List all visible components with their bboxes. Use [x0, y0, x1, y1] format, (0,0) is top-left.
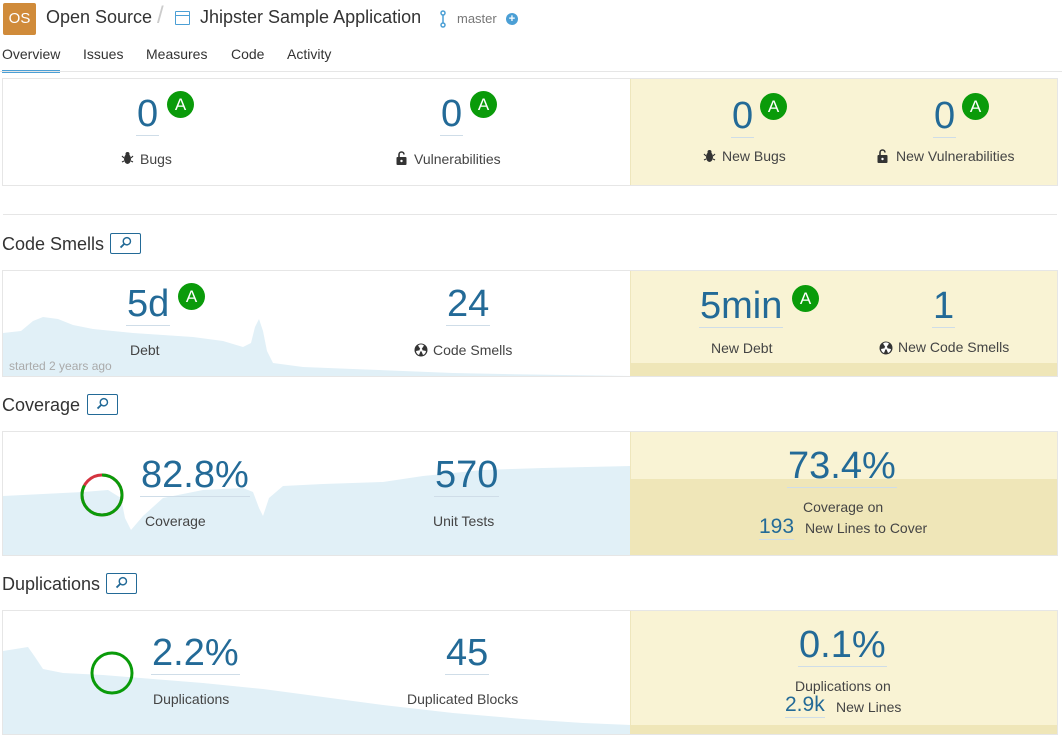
- bug-icon: [703, 150, 716, 162]
- coverage-panel: 82.8% Coverage 570 Unit Tests 73.4% Cove…: [2, 431, 1058, 556]
- new-coverage-label: Coverage on: [803, 499, 884, 515]
- branch-icon: [440, 10, 446, 28]
- search-icon[interactable]: [110, 233, 141, 254]
- tab-code[interactable]: Code: [231, 46, 265, 62]
- new-vulnerabilities-label: New Vulnerabilities: [896, 148, 1015, 164]
- lock-icon: [396, 151, 407, 165]
- org-name-link[interactable]: Open Source: [46, 7, 153, 27]
- coverage-title: Coverage: [2, 395, 81, 415]
- new-lines-to-cover-value[interactable]: 193: [759, 515, 795, 540]
- duplicated-blocks-value[interactable]: 45: [445, 632, 490, 675]
- new-vulnerabilities-value[interactable]: 0: [933, 95, 957, 138]
- vulnerabilities-rating-badge[interactable]: A: [470, 91, 497, 118]
- debt-value[interactable]: 5d: [126, 283, 171, 326]
- bugs-rating-badge[interactable]: A: [167, 91, 194, 118]
- new-duplications-label: Duplications on: [795, 678, 891, 694]
- new-bugs-label: New Bugs: [722, 148, 786, 164]
- leak-period-area: [630, 611, 1057, 734]
- vulnerabilities-label: Vulnerabilities: [414, 151, 501, 167]
- coverage-donut: [80, 473, 124, 517]
- tab-overview[interactable]: Overview: [2, 46, 61, 73]
- section-divider: [3, 214, 1057, 215]
- tab-issues[interactable]: Issues: [83, 46, 124, 62]
- leak-period-area: [630, 79, 1057, 185]
- project-name-link[interactable]: Jhipster Sample Application: [200, 7, 422, 27]
- vulnerabilities-value[interactable]: 0: [440, 93, 464, 136]
- tab-activity[interactable]: Activity: [287, 46, 332, 62]
- leak-history-strip: [630, 725, 1057, 734]
- breadcrumb-separator: /: [157, 2, 164, 29]
- radiation-icon: [414, 343, 428, 357]
- branch-name[interactable]: master: [457, 11, 497, 26]
- new-coverage-value[interactable]: 73.4%: [787, 445, 897, 488]
- new-debt-label: New Debt: [711, 340, 773, 356]
- debt-label: Debt: [130, 342, 160, 358]
- new-debt-value[interactable]: 5min: [699, 285, 784, 328]
- code-smells-panel: 5d A Debt 24 Code Smells 5min A New Debt…: [2, 270, 1058, 377]
- new-bugs-rating-badge[interactable]: A: [760, 93, 787, 120]
- duplications-title: Duplications: [2, 574, 101, 594]
- new-lines-label: New Lines: [836, 699, 902, 715]
- coverage-value[interactable]: 82.8%: [140, 454, 250, 497]
- duplications-value[interactable]: 2.2%: [151, 632, 240, 675]
- coverage-label: Coverage: [145, 513, 206, 529]
- leak-history-strip: [630, 363, 1057, 376]
- tab-measures[interactable]: Measures: [146, 46, 208, 62]
- radiation-icon: [879, 341, 893, 355]
- duplications-panel: 2.2% Duplications 45 Duplicated Blocks 0…: [2, 610, 1058, 735]
- leak-period-area: [630, 271, 1057, 376]
- project-icon: [175, 11, 190, 25]
- coverage-history-chart: [3, 466, 631, 555]
- org-avatar[interactable]: OS: [3, 3, 36, 35]
- unit-tests-value[interactable]: 570: [434, 454, 500, 497]
- duplications-label: Duplications: [153, 691, 230, 707]
- bug-icon: [121, 152, 134, 164]
- issues-panel: 0 A Bugs 0 A Vulnerabilities 0 A New Bug…: [2, 78, 1058, 186]
- history-start-note: started 2 years ago: [9, 359, 112, 373]
- lock-icon: [877, 149, 888, 163]
- code-smells-label: Code Smells: [433, 342, 513, 358]
- new-code-smells-value[interactable]: 1: [932, 285, 956, 328]
- new-lines-value[interactable]: 2.9k: [785, 693, 825, 718]
- tab-divider: [0, 71, 1062, 72]
- bugs-label: Bugs: [140, 151, 172, 167]
- debt-rating-badge[interactable]: A: [178, 283, 205, 310]
- new-duplications-value[interactable]: 0.1%: [798, 624, 887, 667]
- duplicated-blocks-label: Duplicated Blocks: [407, 691, 519, 707]
- new-code-smells-label: New Code Smells: [898, 339, 1010, 355]
- new-vulnerabilities-rating-badge[interactable]: A: [962, 93, 989, 120]
- leak-history-area: [630, 479, 1057, 555]
- code-smells-title: Code Smells: [2, 234, 105, 254]
- plus-circle-icon[interactable]: +: [506, 13, 518, 25]
- new-debt-rating-badge[interactable]: A: [792, 285, 819, 312]
- search-icon[interactable]: [87, 394, 118, 415]
- debt-history-chart: [3, 317, 631, 376]
- new-bugs-value[interactable]: 0: [731, 95, 755, 138]
- new-lines-to-cover-label: New Lines to Cover: [805, 520, 928, 536]
- duplications-donut: [90, 651, 134, 695]
- search-icon[interactable]: [106, 573, 137, 594]
- bugs-value[interactable]: 0: [136, 93, 160, 136]
- unit-tests-label: Unit Tests: [433, 513, 495, 529]
- duplications-history-chart: [3, 647, 631, 734]
- code-smells-value[interactable]: 24: [446, 283, 491, 326]
